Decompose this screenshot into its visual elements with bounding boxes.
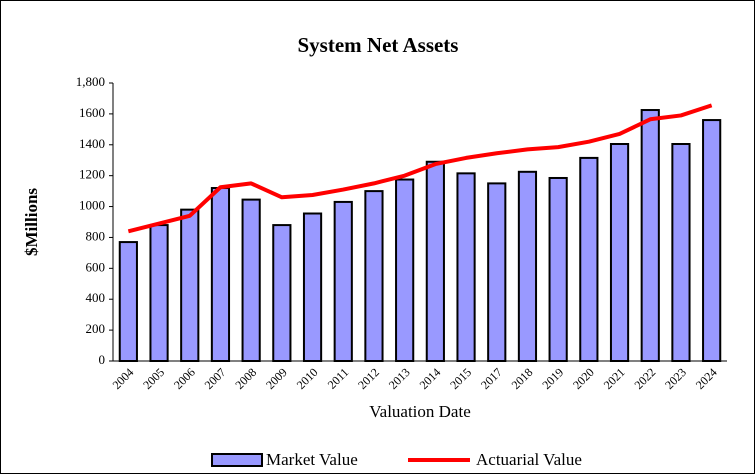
bar: [395, 178, 415, 362]
bar: [548, 176, 568, 362]
bar: [702, 119, 722, 362]
legend-label: Market Value: [266, 450, 358, 469]
bar: [180, 208, 200, 362]
line: [127, 103, 713, 234]
bar: [640, 109, 660, 363]
y-tick-label: 400: [86, 290, 106, 305]
y-tick-label: 200: [86, 321, 106, 336]
y-tick-label: 1000: [79, 198, 105, 213]
y-tick-label: 1400: [79, 136, 105, 151]
y-tick-label: 600: [86, 259, 106, 274]
y-axis-label: $Millions: [22, 188, 41, 256]
bar: [118, 241, 138, 362]
bar: [456, 172, 476, 362]
bar: [425, 160, 445, 362]
bar: [579, 156, 599, 362]
y-tick-label: 1200: [79, 167, 105, 182]
legend-swatch: [211, 453, 263, 467]
bar: [241, 198, 261, 362]
bar: [609, 143, 630, 362]
bar: [302, 212, 323, 362]
bar: [517, 170, 538, 362]
bar: [272, 224, 292, 362]
x-axis-label: Valuation Date: [369, 402, 471, 421]
y-tick-label: 1,800: [76, 74, 105, 89]
bar: [671, 143, 691, 362]
y-tick-label: 800: [86, 228, 106, 243]
bar: [364, 190, 384, 362]
y-tick-label: 1600: [79, 105, 105, 120]
bar: [487, 182, 507, 362]
bar: [210, 187, 231, 362]
bar: [333, 200, 353, 362]
chart-title: System Net Assets: [298, 33, 459, 57]
legend-label: Actuarial Value: [476, 450, 582, 469]
y-tick-label: 0: [99, 352, 106, 367]
bar: [149, 224, 169, 362]
